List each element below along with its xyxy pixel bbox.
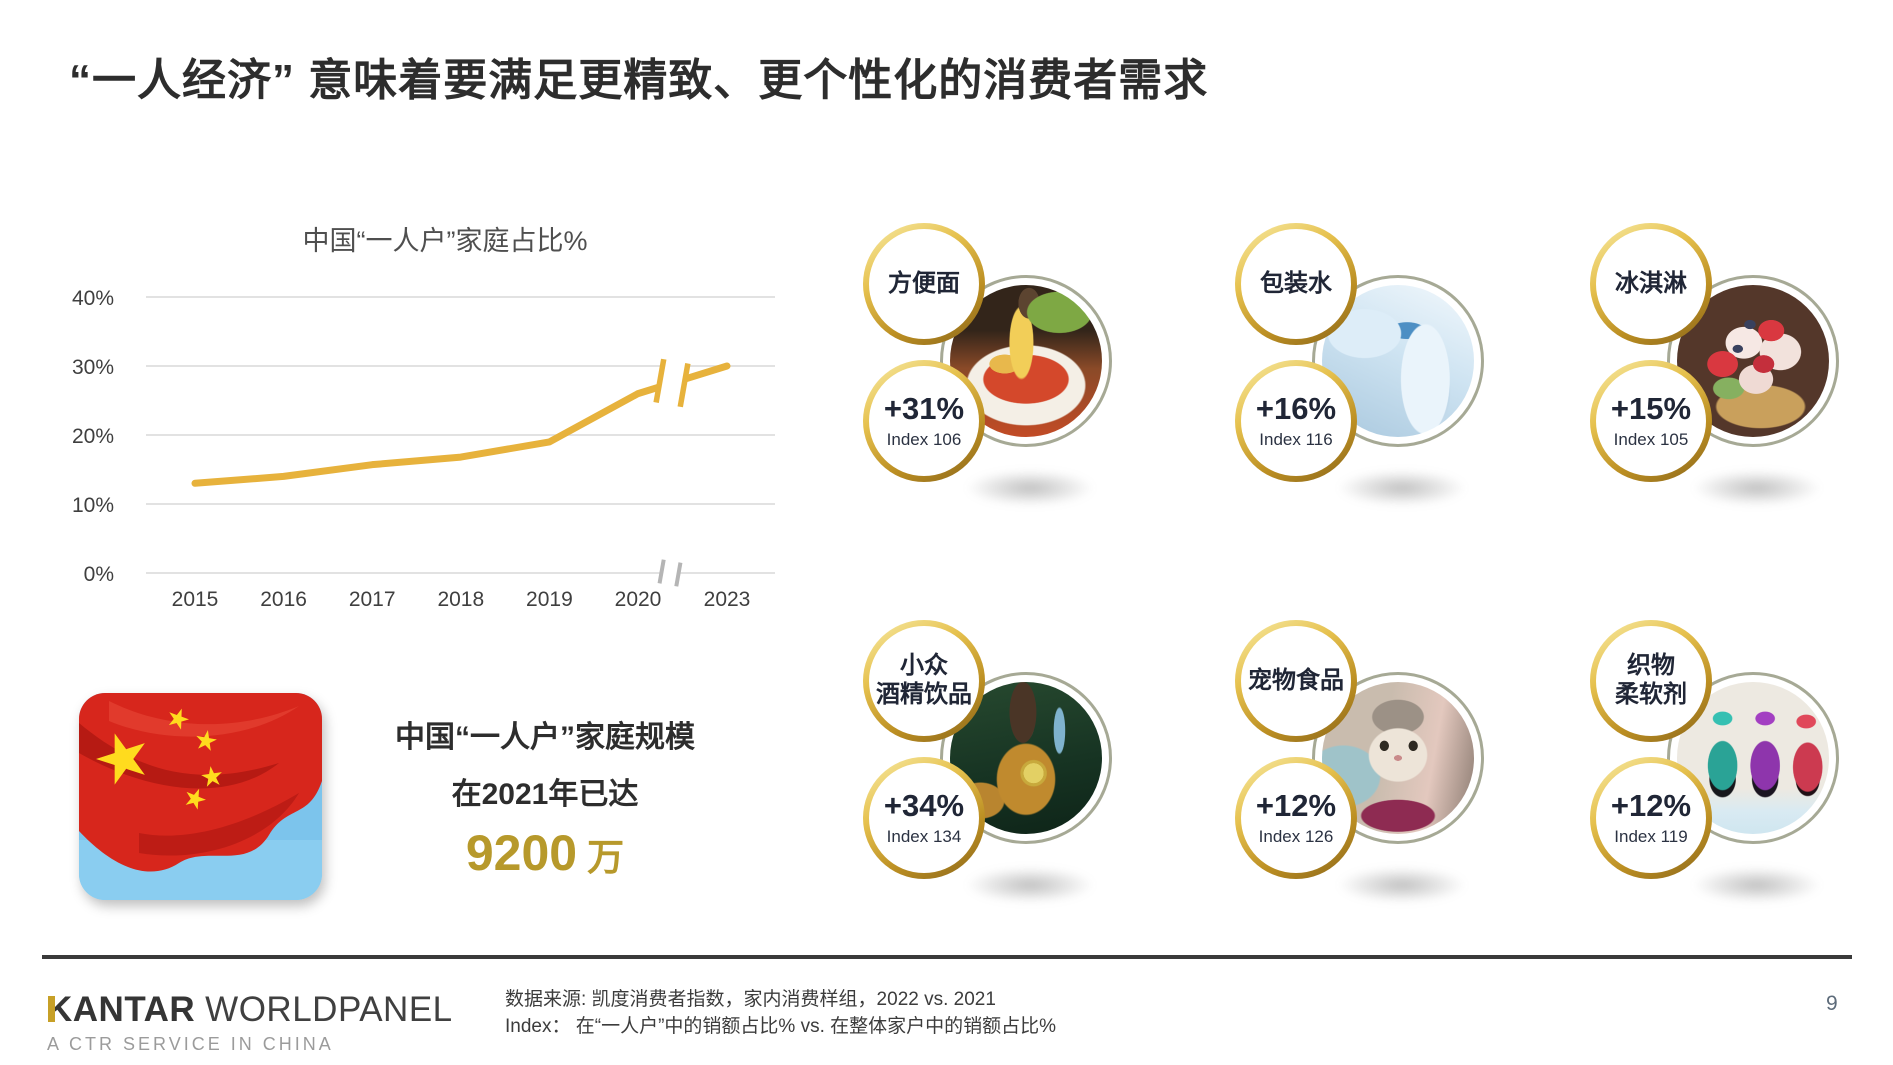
chart-title: 中国“一人户”家庭占比%	[303, 226, 588, 256]
category-label: 冰淇淋	[1615, 269, 1687, 297]
growth-value: +16%	[1255, 391, 1337, 427]
index-value: Index 105	[1613, 429, 1689, 449]
y-tick-label: 0%	[84, 563, 114, 586]
x-tick-label: 2023	[704, 588, 751, 611]
photo-shadow	[1668, 860, 1846, 910]
y-tick-label: 20%	[72, 425, 114, 448]
category-badge-bottled-water: 包装水 +16% Index 116	[1235, 223, 1535, 553]
category-label-circle: 宠物食品	[1235, 620, 1357, 742]
flag-stars	[95, 708, 222, 810]
x-tick-label: 2020	[615, 588, 662, 611]
growth-value: +31%	[883, 391, 965, 427]
kantar-worldpanel-logo: KANTAR WORLDPANEL	[47, 990, 453, 1030]
highlight-value-number: 9200	[465, 825, 578, 881]
category-badge-pet-food: 宠物食品 +12% Index 126	[1235, 620, 1535, 950]
logo-worldpanel-text: WORLDPANEL	[205, 990, 453, 1029]
category-badge-instant-noodles: 方便面 +31% Index 106	[863, 223, 1163, 553]
category-stat-circle: +12% Index 119	[1590, 757, 1712, 879]
x-tick-label: 2015	[172, 588, 219, 611]
source-note: 数据来源: 凯度消费者指数，家内消费样组，2022 vs. 2021 Index…	[505, 986, 1056, 1040]
photo-shadow	[941, 463, 1119, 513]
category-stat-circle: +16% Index 116	[1235, 360, 1357, 482]
category-label: 包装水	[1260, 269, 1332, 297]
category-label-circle: 方便面	[863, 223, 985, 345]
growth-value: +12%	[1255, 788, 1337, 824]
household-scale-highlight: 中国“一人户”家庭规模 在2021年已达 9200 万	[325, 712, 765, 878]
source-line1: 数据来源: 凯度消费者指数，家内消费样组，2022 vs. 2021	[505, 989, 996, 1010]
highlight-line1: 中国“一人户”家庭规模	[395, 721, 695, 754]
highlight-value: 9200 万	[325, 828, 765, 878]
china-flag-icon	[79, 693, 322, 900]
index-value: Index 116	[1259, 429, 1333, 449]
x-tick-label: 2016	[260, 588, 307, 611]
category-label-circle: 包装水	[1235, 223, 1357, 345]
category-label-circle: 小众 酒精饮品	[863, 620, 985, 742]
axis-break-mark	[657, 557, 683, 589]
category-label: 方便面	[888, 269, 960, 297]
line-break-mark	[653, 355, 691, 411]
index-value: Index 106	[886, 429, 962, 449]
growth-value: +15%	[1610, 391, 1692, 427]
category-badge-fabric-softener: 织物 柔软剂 +12% Index 119	[1590, 620, 1890, 950]
category-stat-circle: +15% Index 105	[1590, 360, 1712, 482]
category-label-line2: 酒精饮品	[876, 681, 972, 708]
china-flag-image	[79, 693, 322, 900]
category-badge-niche-alcohol: 小众 酒精饮品 +34% Index 134	[863, 620, 1163, 950]
photo-shadow	[1668, 463, 1846, 513]
footer-divider	[42, 955, 1852, 959]
page-number: 9	[1826, 992, 1838, 1015]
category-label-circle: 织物 柔软剂	[1590, 620, 1712, 742]
trend-line	[191, 362, 731, 487]
category-stat-circle: +31% Index 106	[863, 360, 985, 482]
category-label: 宠物食品	[1248, 666, 1344, 694]
index-value: Index 119	[1614, 826, 1688, 846]
x-tick-label: 2017	[349, 588, 396, 611]
source-line2: Index： 在“一人户”中的销额占比% vs. 在整体家户中的销额占比%	[505, 1016, 1057, 1037]
y-tick-label: 10%	[72, 494, 114, 517]
y-tick-label: 30%	[72, 356, 114, 379]
index-value: Index 126	[1258, 826, 1334, 846]
highlight-value-unit: 万	[587, 837, 625, 878]
category-label-circle: 冰淇淋	[1590, 223, 1712, 345]
category-label-line2: 柔软剂	[1615, 681, 1687, 708]
index-value: Index 134	[886, 826, 962, 846]
x-tick-label: 2018	[437, 588, 484, 611]
photo-shadow	[941, 860, 1119, 910]
photo-shadow	[1313, 463, 1491, 513]
slide-title: “一人经济” 意味着要满足更精致、更个性化的消费者需求	[69, 56, 1209, 105]
category-label: 织物	[1627, 652, 1675, 680]
category-stat-circle: +12% Index 126	[1235, 757, 1357, 879]
chart-grid-and-ticks: 0% 10% 20% 30% 40% 2015 2016 2017 2018 2019 2020 20…	[72, 287, 775, 611]
highlight-line2: 在2021年已达	[451, 778, 639, 811]
category-stat-circle: +34% Index 134	[863, 757, 985, 879]
growth-value: +34%	[883, 788, 965, 824]
logo-kantar-text: KANTAR	[47, 990, 196, 1029]
household-share-line-chart: 中国“一人户”家庭占比% 0% 10% 20% 30% 40% 2015 2016 2017 2…	[72, 226, 775, 611]
logo-gold-bar	[48, 996, 55, 1022]
photo-shadow	[1313, 860, 1491, 910]
logo-tagline: A CTR SERVICE IN CHINA	[47, 1034, 334, 1054]
y-tick-label: 40%	[72, 287, 114, 310]
category-label: 小众	[900, 652, 948, 680]
x-tick-label: 2019	[526, 588, 573, 611]
growth-value: +12%	[1610, 788, 1692, 824]
category-badge-ice-cream: 冰淇淋 +15% Index 105	[1590, 223, 1890, 553]
